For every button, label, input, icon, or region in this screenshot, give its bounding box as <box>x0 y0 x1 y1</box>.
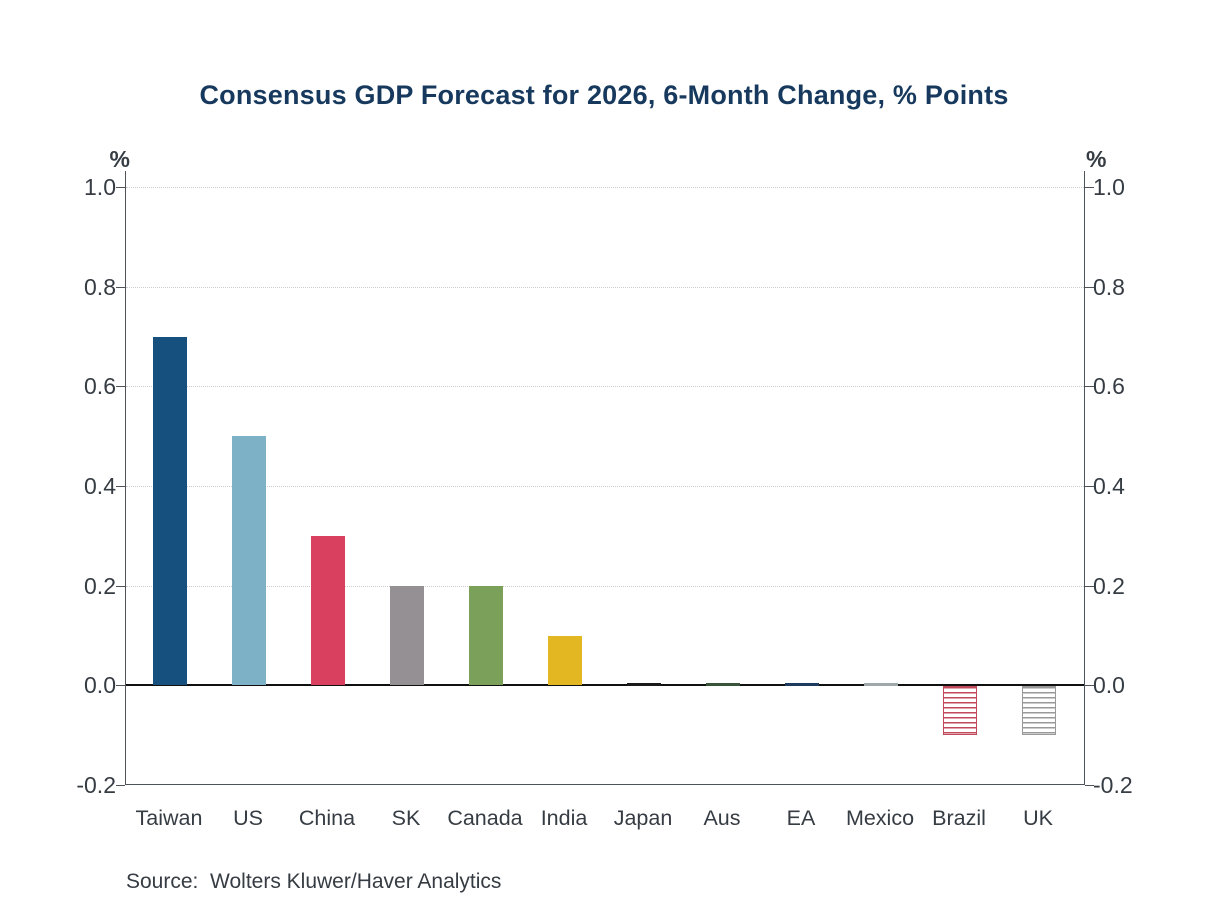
y-axis-label-left-0.8: 0.8 <box>84 273 116 300</box>
y-tick-left-0.2 <box>116 585 125 587</box>
plot-area <box>125 171 1085 785</box>
y-tick-right--0.2 <box>1085 785 1094 786</box>
x-axis-label-mexico: Mexico <box>845 806 915 830</box>
x-axis-label-brazil: Brazil <box>932 806 986 830</box>
gridline-0.8 <box>126 286 1084 288</box>
y-tick-left-1.0 <box>116 187 125 188</box>
y-tick-right-0.8 <box>1085 286 1094 288</box>
y-axis-label-right-0.8: 0.8 <box>1093 273 1125 300</box>
source-attribution: Source: Wolters Kluwer/Haver Analytics <box>126 870 502 893</box>
x-axis-label-ea: EA <box>786 806 816 830</box>
bar-china <box>311 535 345 686</box>
left-axis-unit-label: % <box>109 146 130 172</box>
y-axis-label-right-0.2: 0.2 <box>1093 572 1125 599</box>
gridline-0.4 <box>126 486 1084 487</box>
y-tick-left-0.0 <box>116 685 125 687</box>
y-axis-label-left-0.6: 0.6 <box>84 373 116 400</box>
y-tick-left--0.2 <box>116 785 125 786</box>
x-axis-label-us: US <box>233 806 263 830</box>
x-axis-label-taiwan: Taiwan <box>135 806 203 830</box>
y-tick-right-0.6 <box>1085 386 1094 388</box>
y-axis-label-left-0.0: 0.0 <box>84 672 116 699</box>
y-axis-label-left--0.2: -0.2 <box>76 772 116 798</box>
bar-brazil <box>943 686 977 736</box>
x-axis-label-india: India <box>540 806 588 830</box>
bar-us <box>232 436 266 686</box>
bar-taiwan <box>153 336 187 686</box>
y-axis-label-right-0.4: 0.4 <box>1093 473 1125 499</box>
bar-uk <box>1022 686 1056 736</box>
y-axis-label-right-0.6: 0.6 <box>1093 373 1125 400</box>
y-tick-right-0.4 <box>1085 486 1094 487</box>
x-axis-label-japan: Japan <box>613 806 673 830</box>
y-tick-left-0.4 <box>116 486 125 487</box>
chart-title: Consensus GDP Forecast for 2026, 6-Month… <box>199 80 1009 110</box>
gridline-1.0 <box>126 187 1084 188</box>
y-tick-left-0.6 <box>116 386 125 388</box>
y-tick-right-0.2 <box>1085 585 1094 587</box>
x-axis-label-uk: UK <box>1023 806 1053 830</box>
x-axis-label-canada: Canada <box>447 806 523 830</box>
bar-india <box>548 635 582 686</box>
y-tick-left-0.8 <box>116 286 125 288</box>
gridline-0.6 <box>126 386 1084 388</box>
y-axis-label-left-0.4: 0.4 <box>84 473 116 499</box>
zero-line <box>126 684 1084 687</box>
y-tick-right-0.0 <box>1085 685 1094 687</box>
y-axis-label-right--0.2: -0.2 <box>1093 772 1133 798</box>
y-axis-label-left-0.2: 0.2 <box>84 572 116 599</box>
x-axis-label-sk: SK <box>391 806 421 830</box>
y-axis-label-left-1.0: 1.0 <box>84 174 116 200</box>
y-axis-label-right-0.0: 0.0 <box>1093 672 1125 699</box>
x-axis-label-china: China <box>298 806 356 830</box>
right-axis-unit-label: % <box>1086 146 1107 172</box>
bar-aus <box>706 682 740 686</box>
y-tick-right-1.0 <box>1085 187 1094 188</box>
bar-ea <box>785 682 819 686</box>
bar-canada <box>469 585 503 686</box>
y-axis-label-right-1.0: 1.0 <box>1093 174 1125 200</box>
x-axis-label-aus: Aus <box>703 806 741 830</box>
gridline-0.2 <box>126 585 1084 587</box>
bar-mexico <box>864 682 898 686</box>
bar-sk <box>390 585 424 686</box>
bar-japan <box>627 682 661 686</box>
